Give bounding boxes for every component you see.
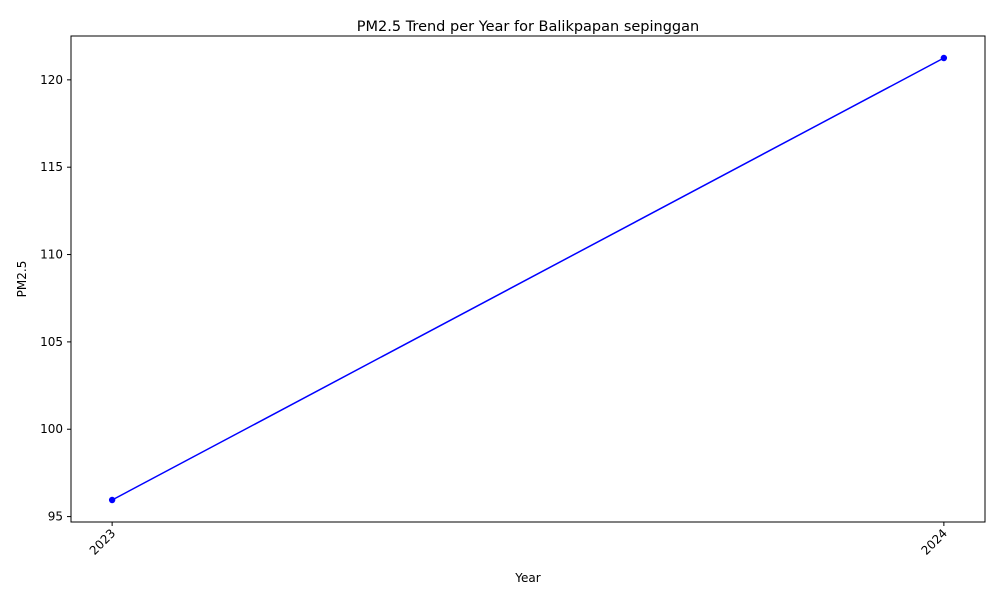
- y-tick-label: 115: [40, 160, 63, 174]
- series-line: [111, 57, 945, 501]
- x-tick-label: 2024: [918, 526, 949, 557]
- y-tick-label: 110: [40, 248, 63, 262]
- plot-area-frame: [70, 35, 986, 523]
- series-layer: [108, 54, 948, 504]
- data-point-2024: [940, 54, 948, 62]
- y-tick-label: 105: [40, 335, 63, 349]
- y-axis-label: PM2.5: [15, 261, 29, 298]
- y-axis-ticks: 95 100 105 110 115 120: [40, 73, 71, 524]
- x-tick-label: 2023: [87, 526, 118, 557]
- chart-title: PM2.5 Trend per Year for Balikpapan sepi…: [357, 19, 699, 35]
- data-point-2023: [108, 496, 116, 504]
- x-axis-ticks: 2023 2024: [87, 522, 950, 558]
- x-axis-label: Year: [514, 571, 540, 585]
- y-tick-label: 100: [40, 422, 63, 436]
- y-tick-label: 95: [48, 510, 63, 524]
- y-tick-label: 120: [40, 73, 63, 87]
